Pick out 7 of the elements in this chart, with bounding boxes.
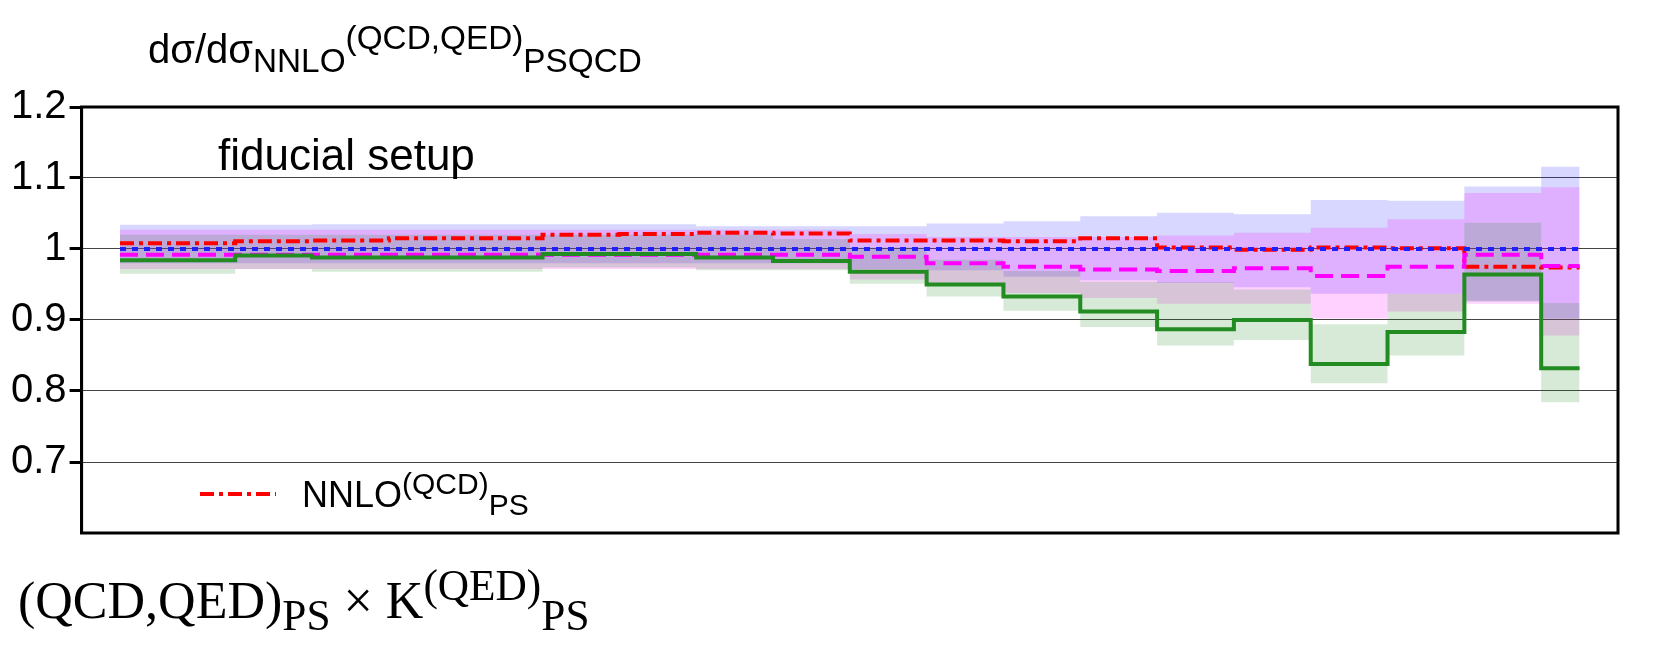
y-tick-label: 1.1 [11,153,67,198]
y-tick-label: 0.7 [11,437,67,482]
y-tick-label: 1 [44,224,67,269]
y-tick-label: 0.9 [11,295,67,340]
y-tick-label: 0.8 [11,366,67,411]
y-tick-label: 1.2 [11,82,67,127]
annotation: fiducial setup [218,130,475,180]
